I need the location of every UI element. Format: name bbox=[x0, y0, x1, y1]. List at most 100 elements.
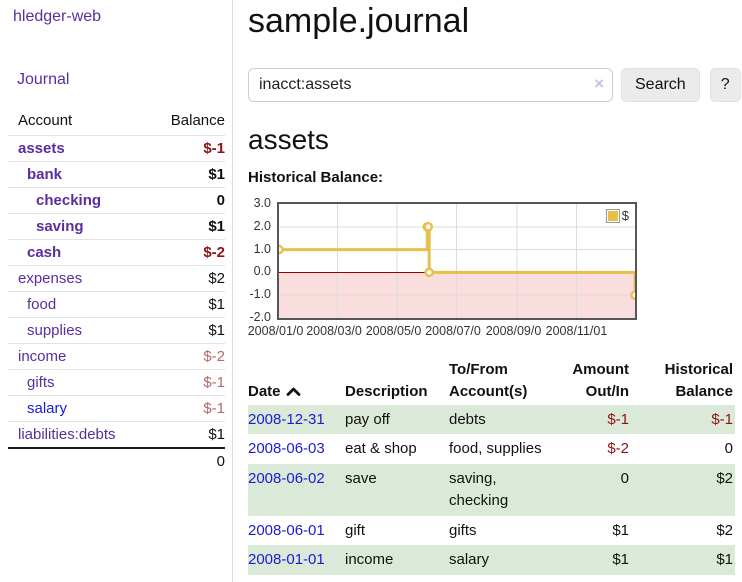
register-header-date[interactable]: Date bbox=[248, 359, 345, 405]
account-row-saving: saving $1 bbox=[8, 213, 225, 240]
account-link-cash[interactable]: cash bbox=[27, 244, 62, 261]
accounts-table: Account Balance assets $-1 bank $1 check… bbox=[8, 109, 225, 474]
y-tick-label: 0.0 bbox=[253, 264, 271, 279]
accounts-header-balance: Balance bbox=[170, 112, 225, 129]
transaction-amount: $1 bbox=[612, 551, 629, 569]
register-header-amount: Amount Out/In bbox=[572, 361, 629, 400]
help-button[interactable]: ? bbox=[709, 68, 741, 103]
account-balance: $1 bbox=[208, 218, 225, 235]
chart-title: Historical Balance: bbox=[248, 169, 384, 187]
transaction-accounts: debts bbox=[449, 410, 486, 428]
transaction-date-link[interactable]: 2008-06-01 bbox=[248, 521, 325, 539]
transaction-balance: 0 bbox=[724, 440, 733, 458]
account-link-gifts[interactable]: gifts bbox=[27, 374, 55, 391]
register-row: 2008-01-01 income salary $1 $1 bbox=[248, 545, 735, 576]
accounts-header-account: Account bbox=[18, 112, 73, 129]
account-link-assets[interactable]: assets bbox=[18, 140, 65, 157]
register-row: 2008-06-01 gift gifts $1 $2 bbox=[248, 516, 735, 546]
sidebar-journal-link[interactable]: Journal bbox=[17, 71, 70, 88]
account-link-salary[interactable]: salary bbox=[27, 400, 68, 417]
search-form: × Search ? bbox=[248, 68, 742, 103]
account-balance: $-1 bbox=[203, 400, 225, 417]
account-row-checking: checking 0 bbox=[8, 187, 225, 214]
chart-plot-area[interactable]: $ bbox=[277, 202, 637, 321]
y-tick-label: -1.0 bbox=[249, 287, 271, 302]
register-row: 2008-06-03 eat & shop food, supplies $-2… bbox=[248, 434, 735, 464]
account-link-bank[interactable]: bank bbox=[27, 166, 63, 183]
account-balance: $1 bbox=[208, 166, 225, 183]
account-link-expenses[interactable]: expenses bbox=[18, 270, 83, 287]
account-link-supplies[interactable]: supplies bbox=[27, 322, 83, 339]
transaction-accounts: gifts bbox=[449, 521, 477, 539]
account-balance: 0 bbox=[216, 192, 225, 209]
transaction-accounts: salary bbox=[449, 551, 490, 569]
account-balance: $1 bbox=[208, 296, 225, 313]
register-table: Date Description To/From Account(s) Amou… bbox=[248, 359, 735, 576]
account-link-saving[interactable]: saving bbox=[36, 218, 84, 235]
chart-x-axis: 2008/01/01 2008/03/01 2008/05/01 2008/07/01… bbox=[244, 324, 637, 340]
search-button[interactable]: Search bbox=[621, 68, 700, 103]
register-header-description: Description bbox=[345, 382, 428, 400]
legend-label: $ bbox=[621, 208, 629, 224]
chart-legend: $ bbox=[605, 208, 629, 224]
account-balance: $-1 bbox=[203, 140, 225, 157]
transaction-date-link[interactable]: 2008-06-02 bbox=[248, 470, 325, 488]
transaction-description: save bbox=[345, 470, 377, 488]
account-row-cash: cash $-2 bbox=[8, 239, 225, 266]
x-tick-label: 2008/05/01 bbox=[362, 324, 433, 339]
sort-asc-icon bbox=[286, 387, 300, 396]
y-tick-label: -2.0 bbox=[249, 310, 271, 325]
transaction-amount: $1 bbox=[612, 521, 629, 539]
clear-search-icon[interactable]: × bbox=[594, 74, 604, 94]
transaction-date-link[interactable]: 2008-12-31 bbox=[248, 410, 325, 428]
search-input[interactable] bbox=[248, 68, 613, 103]
date-header-label: Date bbox=[248, 382, 281, 400]
transaction-amount: $-1 bbox=[607, 410, 629, 428]
account-row-supplies: supplies $1 bbox=[8, 317, 225, 344]
account-balance: $1 bbox=[208, 322, 225, 339]
register-header-balance: Historical Balance bbox=[664, 361, 733, 400]
chart-canvas bbox=[279, 204, 635, 319]
account-balance: $1 bbox=[208, 426, 225, 443]
account-link-food[interactable]: food bbox=[27, 296, 57, 313]
x-tick-label: 2008/01/01 bbox=[244, 324, 314, 339]
account-balance: $-2 bbox=[203, 348, 225, 365]
chart-y-axis: 3.0 2.0 1.0 0.0 -1.0 -2.0 bbox=[248, 196, 273, 324]
account-balance: $-2 bbox=[203, 244, 225, 261]
transaction-description: eat & shop bbox=[345, 440, 417, 458]
account-row-food: food $1 bbox=[8, 291, 225, 318]
account-link-checking[interactable]: checking bbox=[36, 192, 102, 209]
register-row: 2008-12-31 pay off debts $-1 $-1 bbox=[248, 404, 735, 435]
main-content: sample.journal × Search ? assets Histori… bbox=[244, 0, 742, 576]
account-row-salary: salary $-1 bbox=[8, 395, 225, 422]
account-row-assets: assets $-1 bbox=[8, 135, 225, 162]
register-row: 2008-06-02 save saving, checking 0 $2 bbox=[248, 464, 735, 516]
account-balance: $2 bbox=[208, 270, 225, 287]
account-row-gifts: gifts $-1 bbox=[8, 369, 225, 396]
transaction-amount: 0 bbox=[620, 470, 629, 488]
y-tick-label: 2.0 bbox=[253, 218, 271, 233]
y-tick-label: 1.0 bbox=[253, 241, 271, 256]
account-row-liabilities-debts: liabilities:debts $1 bbox=[8, 421, 225, 449]
account-row-expenses: expenses $2 bbox=[8, 265, 225, 292]
x-tick-label: 2008/11/01 bbox=[541, 324, 612, 339]
search-box: × bbox=[248, 68, 613, 103]
transaction-accounts: food, supplies bbox=[449, 440, 542, 458]
transaction-description: income bbox=[345, 551, 394, 569]
x-tick-label: 2008/09/01 bbox=[481, 324, 552, 339]
x-tick-label: 2008/07/01 bbox=[421, 324, 492, 339]
transaction-date-link[interactable]: 2008-01-01 bbox=[248, 551, 325, 569]
account-balance: $-1 bbox=[203, 374, 225, 391]
accounts-total-row: 0 bbox=[8, 448, 225, 474]
account-link-liabilities-debts[interactable]: liabilities:debts bbox=[18, 426, 116, 443]
sidebar: hledger-web Journal Account Balance asse… bbox=[0, 0, 233, 582]
accounts-header-row: Account Balance bbox=[8, 109, 225, 136]
app-title-link[interactable]: hledger-web bbox=[13, 8, 102, 25]
transaction-accounts: saving, checking bbox=[449, 470, 509, 509]
transaction-date-link[interactable]: 2008-06-03 bbox=[248, 440, 325, 458]
account-row-bank: bank $1 bbox=[8, 161, 225, 188]
account-link-income[interactable]: income bbox=[18, 348, 67, 365]
y-tick-label: 3.0 bbox=[253, 196, 271, 211]
transaction-amount: $-2 bbox=[607, 440, 629, 458]
